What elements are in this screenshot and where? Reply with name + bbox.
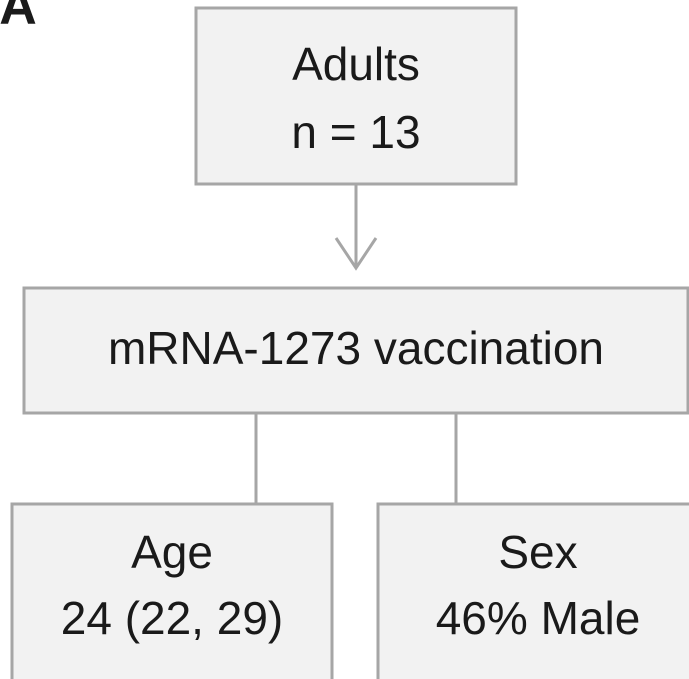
node-label: 24 (22, 29) bbox=[61, 592, 283, 644]
arrow-head bbox=[334, 237, 378, 271]
node-label: Sex bbox=[498, 526, 577, 578]
panel-label: A bbox=[0, 0, 37, 36]
node-box bbox=[10, 502, 334, 679]
node-label: Adults bbox=[292, 38, 420, 90]
node-label: Age bbox=[131, 526, 213, 578]
node-label: 46% Male bbox=[436, 592, 641, 644]
node-label: n = 13 bbox=[291, 106, 420, 158]
node-box bbox=[376, 502, 689, 679]
node-box bbox=[194, 6, 518, 186]
node-box bbox=[22, 286, 689, 415]
node-label: mRNA-1273 vaccination bbox=[108, 322, 604, 374]
